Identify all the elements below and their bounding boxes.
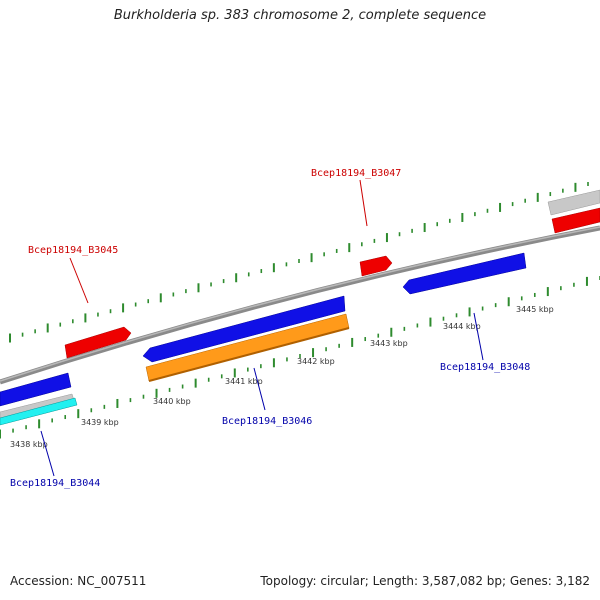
gene-label-b3046[interactable]: Bcep18194_B3046 (222, 416, 312, 427)
gene-label-b3048[interactable]: Bcep18194_B3048 (440, 362, 530, 373)
reverse-tick-track (0, 276, 600, 439)
kbp-label: 3445 kbp (516, 305, 554, 314)
leader-b3047 (359, 179, 368, 227)
gene-bcep18194-b3048[interactable] (402, 252, 527, 295)
kbp-label: 3442 kbp (297, 357, 335, 366)
misc-feature-cyan[interactable] (0, 397, 78, 426)
forward-tick-track (9, 182, 589, 343)
gene-bcep18194-b3046[interactable] (142, 295, 346, 363)
leader-b3046 (253, 367, 266, 411)
kbp-label: 3440 kbp (153, 397, 191, 406)
leader-b3048 (473, 312, 484, 361)
cds-shadow (148, 327, 350, 382)
gene-label-b3045[interactable]: Bcep18194_B3045 (28, 245, 118, 256)
kbp-label: 3441 kbp (225, 377, 263, 386)
accession-text: Accession: NC_007511 (10, 574, 147, 588)
gene-bcep18194-b3047[interactable] (359, 255, 393, 277)
gene-bcep18194-b3044[interactable] (0, 372, 72, 407)
gene-label-b3047[interactable]: Bcep18194_B3047 (311, 168, 401, 179)
feature-gray-top[interactable] (547, 189, 600, 216)
topology-summary: Topology: circular; Length: 3,587,082 bp… (260, 574, 590, 588)
gene-bcep18194-b3045[interactable] (64, 326, 132, 359)
chromosome-backbone (0, 225, 600, 385)
leader-b3045 (69, 257, 89, 304)
backbone-highlight (0, 226, 600, 382)
kbp-scale-labels: 3438 kbp 3439 kbp 3440 kbp 3441 kbp 3442 kbp… (10, 305, 554, 449)
leader-b3044 (40, 430, 55, 477)
kbp-label: 3443 kbp (370, 339, 408, 348)
kbp-label: 3439 kbp (81, 418, 119, 427)
kbp-label: 3444 kbp (443, 322, 481, 331)
gene-red-right[interactable] (551, 207, 600, 234)
map-title: Burkholderia sp. 383 chromosome 2, compl… (113, 8, 487, 23)
kbp-label: 3438 kbp (10, 440, 48, 449)
gene-label-b3044[interactable]: Bcep18194_B3044 (10, 478, 100, 489)
